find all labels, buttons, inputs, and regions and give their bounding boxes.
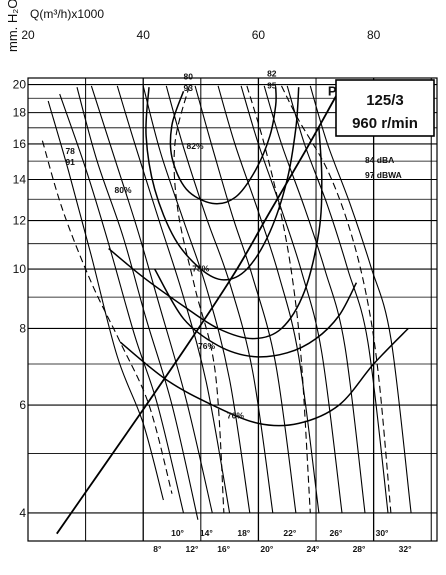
blade-curve — [217, 85, 320, 514]
blade-curve — [76, 87, 199, 520]
blade-curve — [165, 85, 274, 514]
model-box — [335, 79, 435, 137]
blade-curve — [47, 100, 164, 501]
noise-label-dbwa: 93 — [184, 83, 194, 93]
y-tick-label: 14 — [13, 173, 27, 187]
blade-angle-label: 20° — [260, 544, 273, 554]
blade-angle-label: 12° — [186, 544, 199, 554]
efficiency-curve — [145, 87, 300, 281]
x-axis-ticks: 20 40 60 80 — [21, 28, 380, 42]
blade-angle-label: 26° — [330, 528, 343, 538]
x-tick-label: 40 — [137, 28, 151, 42]
blade-curve — [59, 93, 185, 514]
blade-angle-label: 14° — [200, 528, 213, 538]
y-tick-label: 8 — [19, 321, 26, 335]
blade-angle-label: 24° — [306, 544, 319, 554]
noise-curve — [41, 140, 173, 494]
y-tick-label: 20 — [13, 78, 27, 92]
efficiency-label: 82% — [187, 141, 204, 151]
efficiency-label: 70% — [227, 411, 244, 421]
pd-line — [56, 80, 346, 535]
blade-angle-label: 30° — [376, 528, 389, 538]
speed-label: 960 r/min — [352, 115, 418, 132]
x-axis-label: Q(m³/h)x1000 — [30, 7, 104, 21]
plot-frame — [27, 77, 438, 542]
curve-labels: 8° 10°12°14° 16° 18° 20° 22° 24° 26° 28° 30° 32° 82… — [65, 69, 412, 554]
blade-angle-label: 32° — [399, 544, 412, 554]
y-tick-label: 10 — [13, 262, 27, 276]
efficiency-curve — [108, 127, 323, 340]
x-tick-label: 80 — [367, 28, 381, 42]
noise-label-dbwa: 97 dBWA — [365, 170, 402, 180]
efficiency-curve — [119, 327, 409, 427]
blade-curve — [90, 85, 213, 514]
blade-curve — [240, 85, 343, 514]
y-axis-ticks: 4 6 8 10 12 14 16 18 20 — [13, 78, 27, 520]
y-tick-label: 6 — [19, 398, 26, 412]
blade-angle-label: 8° — [153, 544, 162, 554]
noise-label-dbwa: 95 — [267, 81, 277, 91]
blade-angle-label: 10° — [171, 528, 184, 538]
x-tick-label: 60 — [252, 28, 266, 42]
noise-label-dbwa: 91 — [65, 157, 75, 167]
efficiency-label: 78% — [192, 264, 209, 274]
efficiency-label: 80% — [115, 185, 132, 195]
noise-label-dba: 82 — [267, 69, 277, 79]
blade-curve — [286, 85, 389, 514]
blade-angle-label: 16° — [217, 544, 230, 554]
blade-curve — [309, 85, 412, 514]
noise-label-dba: 84 dBA — [365, 155, 394, 165]
y-tick-label: 12 — [13, 214, 27, 228]
efficiency-curve — [169, 87, 277, 205]
efficiency-label: 76% — [198, 341, 215, 351]
y-tick-label: 16 — [13, 137, 27, 151]
blade-angle-label: 22° — [283, 528, 296, 538]
efficiency-curve — [154, 268, 358, 358]
blade-angle-label: 18° — [237, 528, 250, 538]
efficiency-curves — [41, 85, 409, 514]
blade-angle-curves — [47, 85, 412, 520]
x-tick-label: 20 — [21, 28, 35, 42]
noise-curve — [173, 85, 225, 514]
noise-label-dba: 78 — [65, 146, 75, 156]
y-axis-label: mm. H₂O — [5, 0, 20, 52]
y-tick-label: 4 — [19, 506, 26, 520]
chart-grid — [27, 77, 438, 542]
blade-angle-label: 28° — [353, 544, 366, 554]
noise-curve — [281, 85, 392, 514]
blade-curve — [116, 85, 231, 514]
model-number: 125/3 — [366, 92, 404, 109]
noise-curve — [246, 85, 311, 514]
y-tick-label: 18 — [13, 106, 27, 120]
blade-curve — [263, 85, 366, 514]
noise-label-dba: 80 — [184, 71, 194, 81]
